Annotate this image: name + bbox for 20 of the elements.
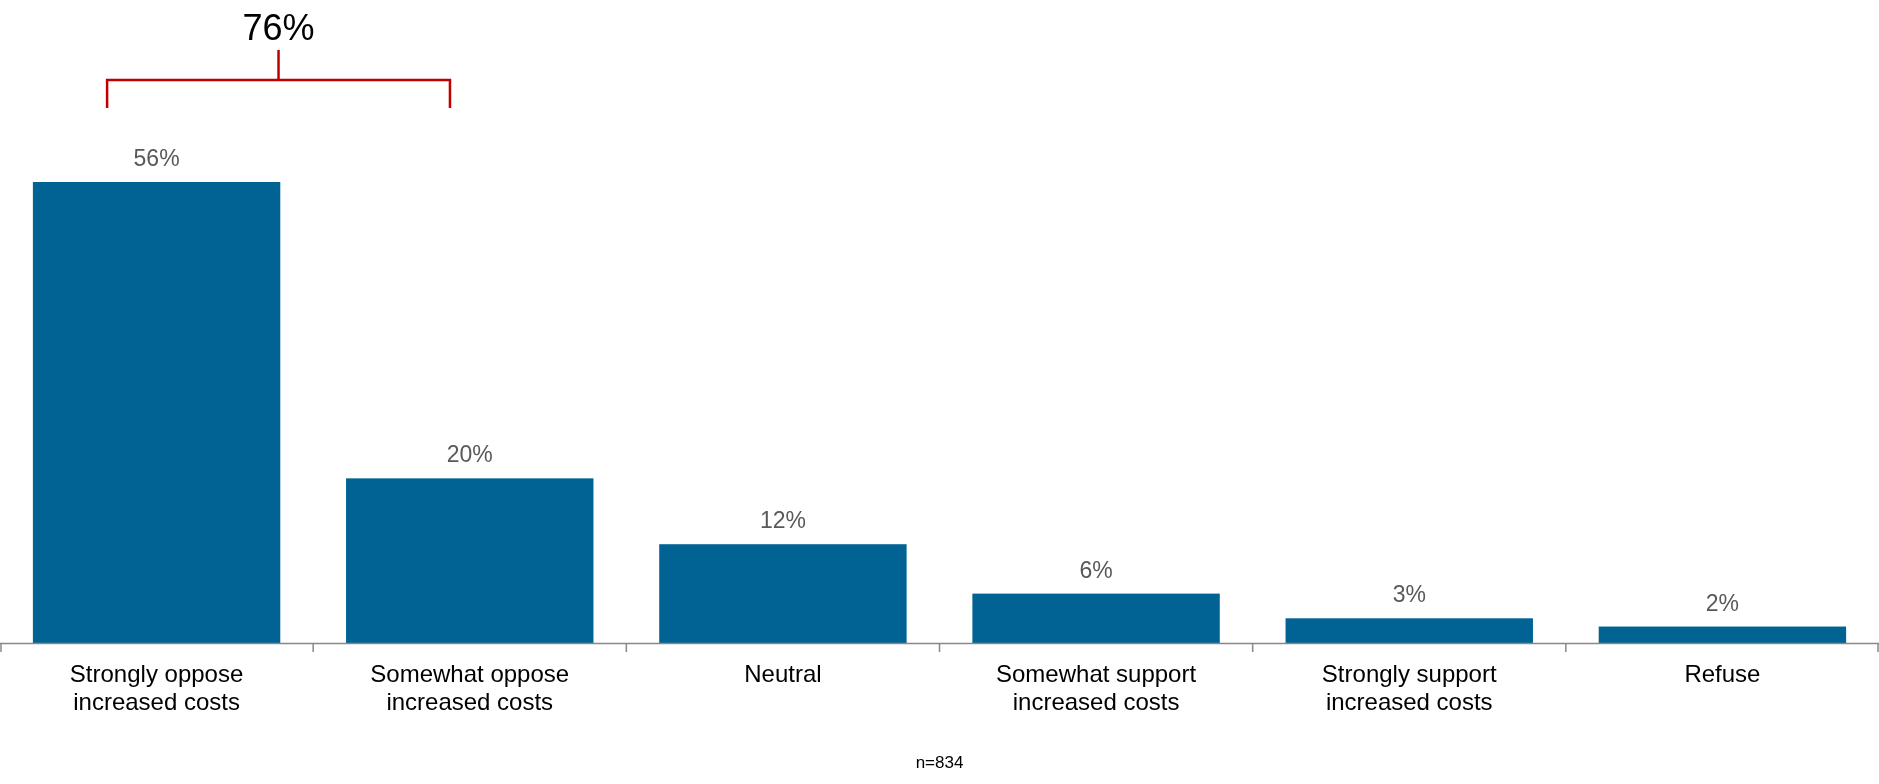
bar (346, 478, 594, 643)
bar (659, 544, 907, 643)
data-label: 56% (133, 145, 180, 171)
x-tick-label: Strongly oppose increased costs (69, 660, 244, 715)
data-label: 12% (759, 507, 806, 534)
bar (972, 593, 1220, 643)
bar (1598, 626, 1847, 643)
data-label: 6% (1079, 556, 1113, 583)
x-tick-label: Somewhat support increased costs (996, 660, 1197, 715)
text: n=834 (915, 753, 964, 772)
data-label: 20% (446, 441, 493, 468)
x-tick-label: Somewhat oppose increased costs (370, 660, 570, 715)
bar (32, 182, 281, 643)
bar (1285, 618, 1533, 643)
x-tick-label: Neutral (744, 660, 822, 687)
data-label: 3% (1392, 581, 1426, 608)
text: 76% (242, 7, 315, 48)
x-tick-label: Refuse (1684, 660, 1761, 687)
x-tick-label: Strongly support increased costs (1321, 660, 1497, 715)
data-label: 2% (1705, 589, 1740, 616)
